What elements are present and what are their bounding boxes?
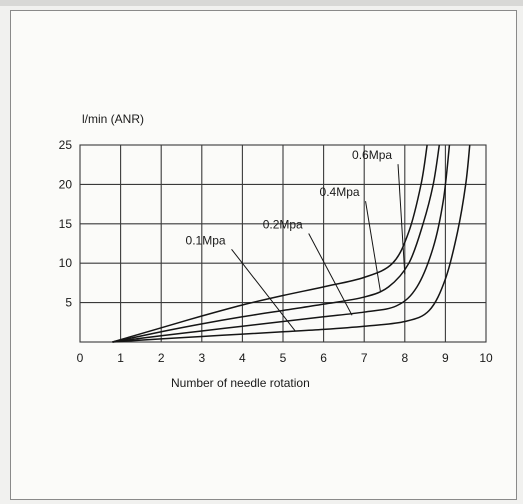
x-tick-label: 1 <box>117 351 124 365</box>
x-tick-label: 4 <box>239 351 246 365</box>
series-line-0-6mpa <box>112 144 428 343</box>
label-leader-line <box>231 248 296 332</box>
x-tick-label: 8 <box>401 351 408 365</box>
series-line-0-1mpa <box>112 144 471 343</box>
series-label: 0.2Mpa <box>263 218 303 232</box>
x-tick-label: 5 <box>280 351 287 365</box>
label-leader-line <box>308 233 353 316</box>
x-tick-label: 7 <box>361 351 368 365</box>
y-tick-label: 15 <box>59 217 73 231</box>
x-tick-label: 2 <box>158 351 165 365</box>
y-tick-label: 10 <box>59 256 73 270</box>
series-label: 0.4Mpa <box>320 185 360 199</box>
x-tick-label: 0 <box>77 351 84 365</box>
x-tick-label: 6 <box>320 351 327 365</box>
y-tick-label: 20 <box>59 177 73 191</box>
series-label: 0.6Mpa <box>352 148 392 162</box>
y-tick-label: 5 <box>65 296 72 310</box>
x-axis-label: Number of needle rotation <box>171 376 310 390</box>
x-tick-label: 10 <box>479 351 493 365</box>
x-tick-label: 9 <box>442 351 449 365</box>
grid <box>79 144 487 343</box>
figure-frame <box>10 10 517 500</box>
y-tick-label: 25 <box>59 138 73 152</box>
annotations: 0.1Mpa 0.2Mpa 0.4Mpa 0.6Mpa <box>186 148 406 332</box>
label-leader-line <box>365 201 381 292</box>
tick-labels: 0 1 2 3 4 5 6 7 8 9 10 5 10 15 20 25 <box>59 138 493 365</box>
top-edge <box>0 0 523 6</box>
series-line-0-2mpa <box>112 144 451 343</box>
x-tick-label: 3 <box>198 351 205 365</box>
series <box>112 144 471 343</box>
y-axis-label: l/min (ANR) <box>82 112 144 126</box>
label-leader-line <box>397 164 406 275</box>
series-label: 0.1Mpa <box>186 233 226 247</box>
